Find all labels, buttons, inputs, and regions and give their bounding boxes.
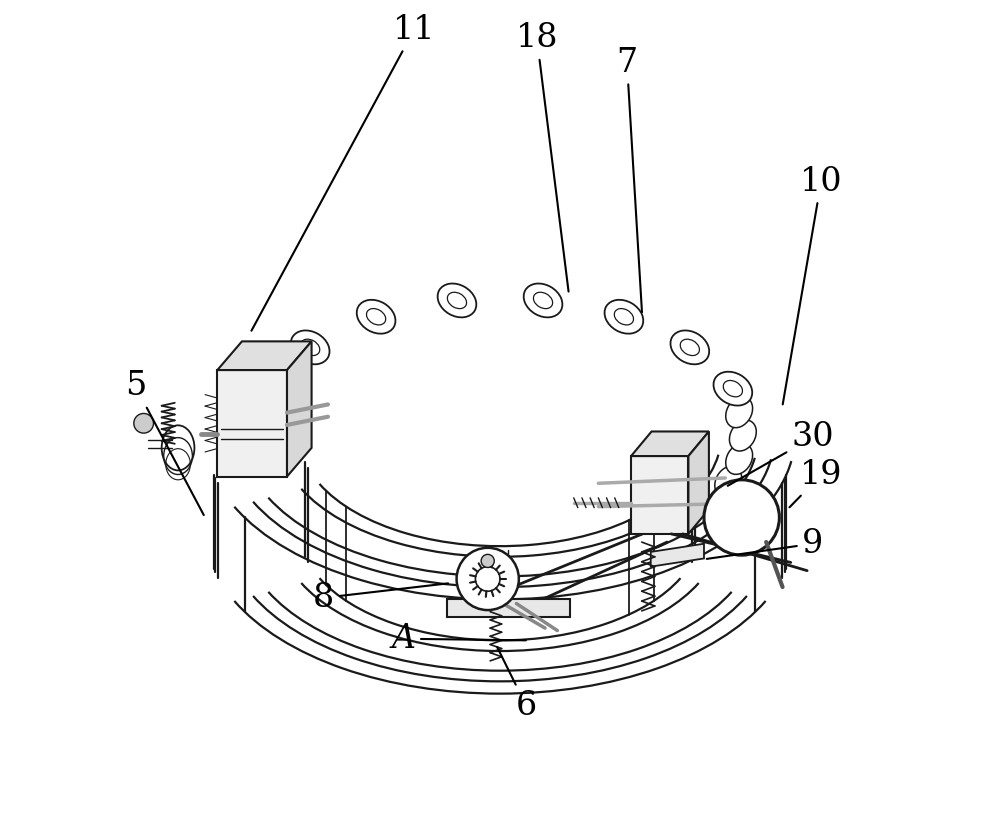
Text: 30: 30 [728, 421, 834, 486]
Text: A: A [391, 623, 526, 655]
Circle shape [134, 413, 153, 433]
Text: 10: 10 [783, 165, 842, 404]
Ellipse shape [726, 443, 753, 474]
Ellipse shape [729, 420, 756, 451]
Ellipse shape [248, 372, 286, 405]
Ellipse shape [715, 466, 742, 497]
Polygon shape [631, 432, 709, 456]
Text: 11: 11 [251, 14, 435, 330]
Polygon shape [631, 456, 688, 533]
Text: 8: 8 [313, 582, 448, 614]
Circle shape [481, 554, 494, 567]
Circle shape [457, 547, 519, 610]
Polygon shape [217, 341, 312, 370]
Text: 6: 6 [497, 647, 537, 722]
Text: 18: 18 [516, 22, 569, 292]
Text: 19: 19 [789, 459, 842, 507]
Ellipse shape [291, 330, 330, 364]
Polygon shape [217, 370, 287, 477]
Ellipse shape [714, 372, 752, 405]
Ellipse shape [605, 300, 643, 334]
Polygon shape [688, 432, 709, 533]
Text: 9: 9 [707, 528, 824, 560]
Polygon shape [287, 341, 312, 477]
Ellipse shape [357, 300, 395, 334]
Text: 5: 5 [125, 371, 204, 515]
Text: 7: 7 [616, 47, 642, 312]
Polygon shape [447, 599, 570, 617]
Circle shape [704, 480, 779, 555]
Ellipse shape [670, 330, 709, 364]
Ellipse shape [524, 284, 562, 317]
Polygon shape [651, 543, 704, 566]
Ellipse shape [438, 284, 476, 317]
Ellipse shape [726, 397, 753, 427]
